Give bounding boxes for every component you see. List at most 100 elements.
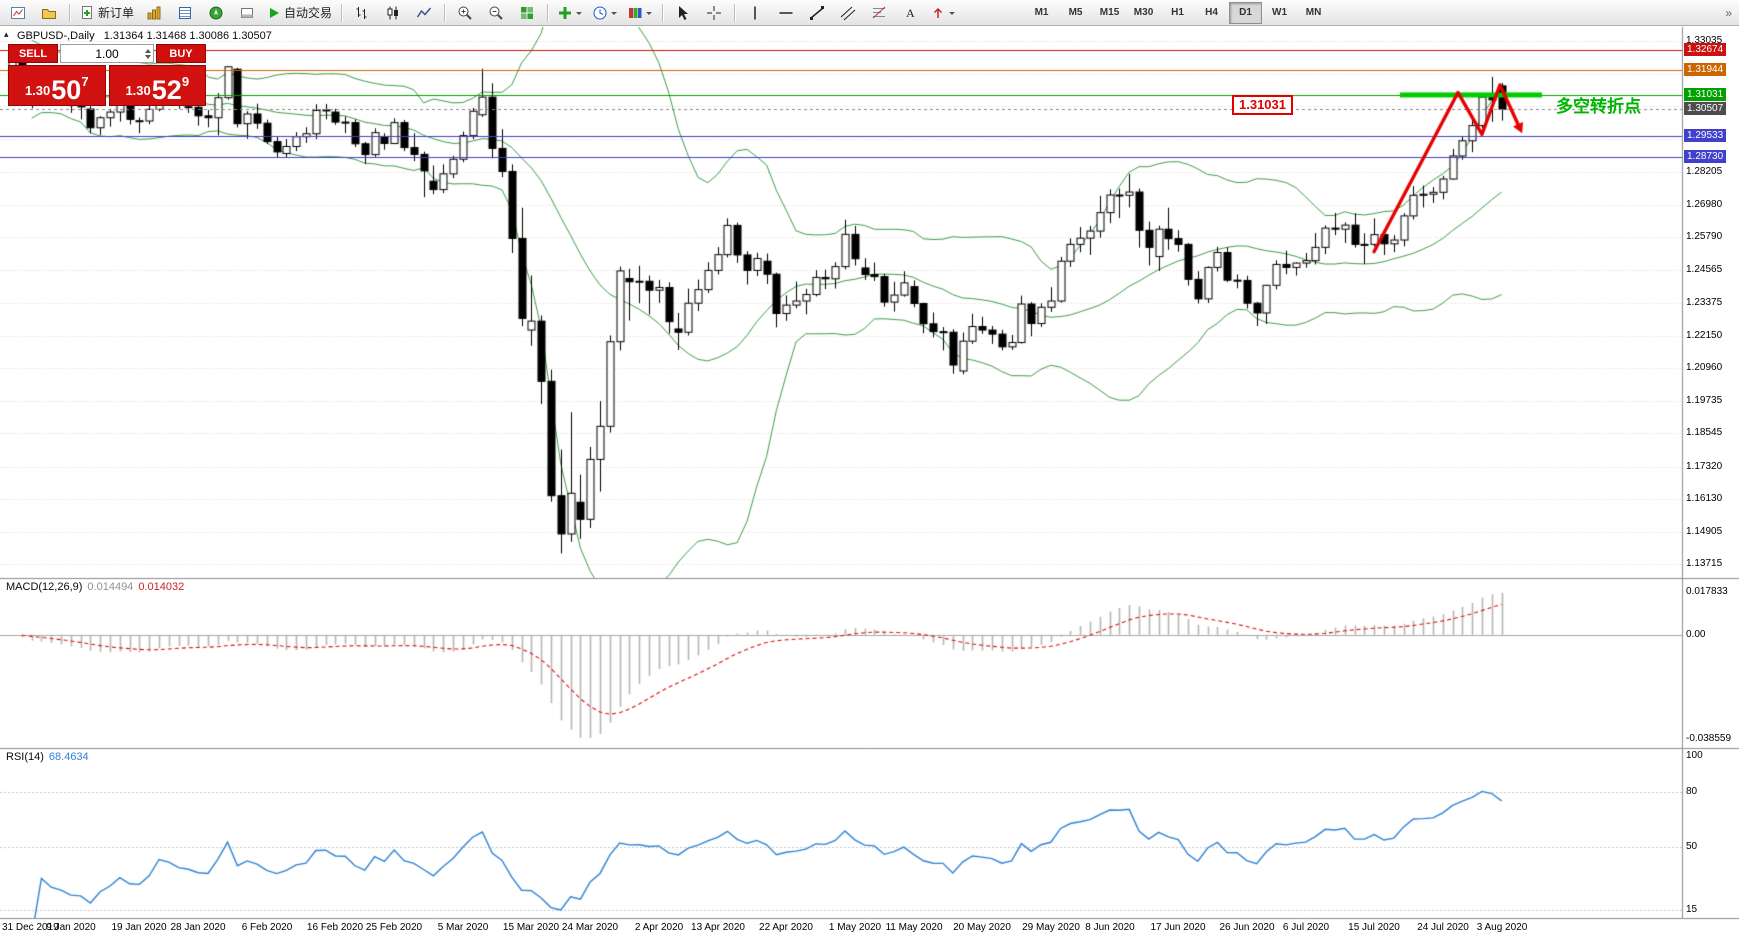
- sell-price-button[interactable]: 1.30 50 7: [8, 65, 106, 106]
- price-scale-label: 1.26980: [1686, 199, 1723, 210]
- timeframe-h1[interactable]: H1: [1171, 7, 1184, 18]
- timeframe-w1[interactable]: W1: [1272, 7, 1288, 18]
- buy-price-point: 9: [181, 74, 190, 89]
- volume-field[interactable]: 1.00: [60, 44, 154, 63]
- price-scale-label: 1.33035: [1686, 35, 1723, 46]
- timeframe-m15[interactable]: M15: [1099, 7, 1120, 18]
- hline-price-label: 1.29533: [1684, 129, 1727, 142]
- new-order-button[interactable]: 新订单: [75, 1, 138, 25]
- date-label: 15 Mar 2020: [502, 922, 560, 933]
- horizontal-line-tool-icon[interactable]: [771, 1, 801, 25]
- buy-price-button[interactable]: 1.30 52 9: [108, 65, 206, 106]
- dropdown-caret[interactable]: [576, 11, 583, 18]
- autotrading-button[interactable]: 自动交易: [263, 1, 336, 25]
- price-scale-label: 1.18545: [1686, 427, 1723, 438]
- volume-value: 1.00: [95, 46, 119, 61]
- svg-text:A: A: [906, 6, 915, 20]
- rsi-pane-label: RSI(14) 68.4634: [6, 751, 89, 763]
- price-scale-label: 1.13715: [1686, 558, 1723, 569]
- data-window-icon[interactable]: [170, 1, 200, 25]
- new-order-label: 新订单: [98, 6, 135, 20]
- date-label: 9 Jan 2020: [46, 922, 96, 933]
- timeframe-d1[interactable]: D1: [1229, 1, 1263, 24]
- periods-button[interactable]: [588, 1, 622, 25]
- line-chart-icon[interactable]: [409, 1, 439, 25]
- date-label: 26 Jun 2020: [1219, 922, 1275, 933]
- toolbar-separator: [69, 3, 70, 22]
- bar-chart-icon[interactable]: [347, 1, 377, 25]
- new-order-icon: [82, 5, 92, 19]
- dropdown-caret[interactable]: [949, 11, 956, 18]
- timeframe-toolbar: M1 M5 M15 M30 H1 H4 D1 W1 MN: [1025, 1, 1330, 24]
- turning-point-label[interactable]: 多空转折点: [1556, 97, 1641, 116]
- toolbar-overflow-icon[interactable]: »: [1725, 5, 1732, 20]
- macd-scale-zero: 0.00: [1686, 629, 1706, 640]
- toolbar-separator: [341, 3, 343, 22]
- candlestick-chart-icon[interactable]: [378, 1, 408, 25]
- buy-price-prefix: 1.30: [125, 83, 151, 98]
- channel-tool-icon[interactable]: [833, 1, 863, 25]
- price-scale-label: 1.17320: [1686, 461, 1723, 472]
- timeframe-mn[interactable]: MN: [1305, 7, 1322, 18]
- timeframe-m30[interactable]: M30: [1133, 7, 1154, 18]
- arrows-tool-icon[interactable]: [926, 1, 960, 25]
- date-label: 19 Jan 2020: [111, 922, 167, 933]
- market-watch-icon[interactable]: [139, 1, 169, 25]
- date-label: 11 May 2020: [885, 922, 943, 933]
- dropdown-caret[interactable]: [611, 11, 618, 18]
- date-label: 31 Dec 2019: [2, 922, 59, 933]
- date-label: 20 May 2020: [953, 922, 1011, 933]
- zoom-out-icon[interactable]: [481, 1, 511, 25]
- dropdown-caret[interactable]: [646, 11, 653, 18]
- vertical-line-tool-icon[interactable]: [740, 1, 770, 25]
- new-chart-icon[interactable]: [3, 1, 33, 25]
- macd-signal-value: 0.014032: [138, 581, 185, 593]
- hline-price-label: 1.30507: [1684, 102, 1727, 115]
- zoom-in-icon[interactable]: [450, 1, 480, 25]
- rsi-name: RSI(14): [6, 751, 44, 763]
- date-label: 15 Jul 2020: [1348, 922, 1400, 933]
- timeframe-m5[interactable]: M5: [1068, 7, 1083, 18]
- buy-button[interactable]: BUY: [156, 44, 206, 63]
- text-tool-icon[interactable]: A: [895, 1, 925, 25]
- price-scale-label: 1.24565: [1686, 264, 1723, 275]
- cursor-icon[interactable]: [668, 1, 698, 25]
- sell-button[interactable]: SELL: [8, 44, 58, 63]
- terminal-icon[interactable]: [232, 1, 262, 25]
- timeframe-h4[interactable]: H4: [1205, 7, 1218, 18]
- fibonacci-tool-icon[interactable]: [864, 1, 894, 25]
- date-label: 1 May 2020: [828, 922, 882, 933]
- date-label: 25 Feb 2020: [365, 922, 423, 933]
- indicators-button[interactable]: [553, 1, 587, 25]
- sell-price-point: 7: [81, 74, 89, 89]
- date-label: 22 Apr 2020: [759, 922, 813, 933]
- profiles-icon[interactable]: [34, 1, 64, 25]
- trendline-tool-icon[interactable]: [802, 1, 832, 25]
- volume-down-button[interactable]: [145, 55, 151, 62]
- price-callout[interactable]: 1.31031: [1232, 95, 1293, 115]
- tile-windows-icon[interactable]: [512, 1, 542, 25]
- one-click-collapse-icon[interactable]: ▴: [4, 29, 9, 39]
- macd-main-value: 0.014494: [87, 581, 134, 593]
- volume-up-button[interactable]: [145, 46, 151, 53]
- rsi-value: 68.4634: [48, 751, 89, 763]
- templates-button[interactable]: [623, 1, 657, 25]
- sell-price-pips: 50: [51, 74, 82, 105]
- templates-icon: [629, 7, 642, 18]
- timeframe-m1[interactable]: M1: [1034, 7, 1049, 18]
- date-label: 28 Jan 2020: [170, 922, 226, 933]
- price-scale-label: 1.14905: [1686, 526, 1723, 537]
- date-label: 24 Mar 2020: [561, 922, 619, 933]
- navigator-icon[interactable]: [201, 1, 231, 25]
- symbol-period-label: GBPUSD-,Daily: [17, 30, 95, 42]
- date-label: 6 Jul 2020: [1282, 922, 1330, 933]
- date-label: 24 Jul 2020: [1417, 922, 1469, 933]
- buy-price-pips: 52: [151, 74, 182, 105]
- toolbar-overflow[interactable]: »: [1725, 6, 1736, 20]
- toolbar-separator: [547, 3, 549, 22]
- crosshair-icon[interactable]: [699, 1, 729, 25]
- macd-pane-label: MACD(12,26,9) 0.014494 0.014032: [6, 581, 184, 593]
- date-label: 8 Jun 2020: [1085, 922, 1135, 933]
- date-label: 16 Feb 2020: [306, 922, 364, 933]
